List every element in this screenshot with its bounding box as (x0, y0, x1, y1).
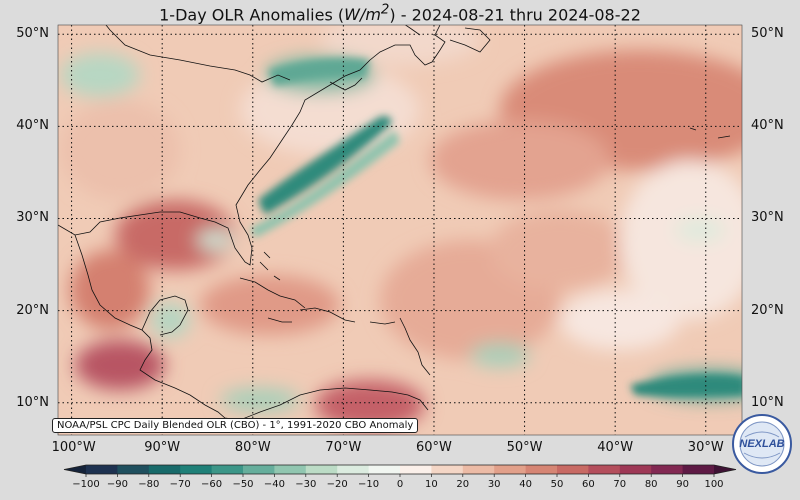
colorbar-swatch (431, 465, 464, 474)
map-frame (57, 24, 743, 436)
colorbar-tick-label: 60 (582, 479, 595, 490)
colorbar-tick-label: 30 (487, 479, 501, 490)
colorbar-tick-label: 0 (396, 479, 404, 490)
svg-text:NEXLAB: NEXLAB (739, 438, 784, 450)
lon-label: 70°W (325, 440, 362, 455)
cool-streak-shading (250, 58, 742, 397)
colorbar-swatch (117, 465, 150, 474)
coastlines (58, 25, 731, 421)
colorbar-swatch (86, 465, 118, 474)
colorbar-tick-label: −10 (358, 479, 380, 490)
colorbar-swatch (525, 465, 558, 474)
graticule (58, 25, 742, 435)
lon-label: 90°W (144, 440, 181, 455)
lon-label: 50°W (506, 440, 543, 455)
lat-label: 50°N (16, 26, 49, 42)
colorbar-swatch (148, 465, 181, 474)
colorbar-extend-high (714, 465, 736, 474)
colorbar-swatch (462, 465, 495, 474)
colorbar-tick-label: −100 (72, 479, 100, 490)
lat-label: 10°N (751, 394, 784, 410)
colorbar-tick-label: −20 (326, 479, 348, 490)
colorbar-tick-label: −30 (295, 479, 317, 490)
colorbar-swatch (368, 465, 401, 474)
colorbar-tick-label: 100 (704, 479, 724, 490)
source-note: NOAA/PSL CPC Daily Blended OLR (CBO) - 1… (52, 418, 419, 433)
map-title: 1-Day OLR Anomalies (W/m2) - 2024-08-21 … (159, 3, 641, 25)
colorbar-swatch (651, 465, 684, 474)
colorbar-swatch (557, 465, 589, 474)
colorbar-swatch (619, 465, 652, 474)
lat-label: 50°N (751, 26, 784, 42)
colorbar-tick-label: −60 (201, 479, 223, 490)
lat-label: 40°N (751, 118, 784, 134)
colorbar-tick-label: −70 (169, 479, 191, 490)
lat-label: 20°N (751, 302, 784, 318)
lat-label: 30°N (751, 210, 784, 226)
colorbar-swatch (588, 465, 621, 474)
anomaly-field (58, 25, 742, 435)
colorbar-tick-label: 10 (425, 479, 438, 490)
colorbar-extend-low (64, 465, 86, 474)
colorbar-tick-label: −90 (106, 479, 128, 490)
colorbar (63, 464, 737, 477)
lon-label: 30°W (687, 440, 724, 455)
colorbar-swatch (274, 465, 307, 474)
colorbar-tick-label: −40 (263, 479, 285, 490)
lat-label: 30°N (16, 210, 49, 226)
colorbar-swatch (180, 465, 213, 474)
colorbar-tick-label: 70 (613, 479, 627, 490)
lat-label: 40°N (16, 118, 49, 134)
colorbar-tick-label: 40 (519, 479, 532, 490)
colorbar-swatch (682, 465, 715, 474)
nexlab-logo: NEXLAB (732, 414, 792, 474)
lat-label: 20°N (16, 302, 49, 318)
lon-label: 60°W (416, 440, 452, 455)
colorbar-swatch (337, 465, 370, 474)
colorbar-swatch (305, 465, 338, 474)
colorbar-tick-label: −80 (138, 479, 160, 490)
colorbar-tick-label: 50 (550, 479, 564, 490)
colorbar-tick-label: −50 (232, 479, 254, 490)
lon-label: 80°W (234, 440, 271, 455)
colorbar-swatch (243, 465, 275, 474)
colorbar-tick-label: 80 (644, 479, 658, 490)
colorbar-swatch (211, 465, 244, 474)
colorbar-swatch (400, 465, 432, 474)
colorbar-tick-label: 90 (676, 479, 689, 490)
colorbar-tick-label: 20 (456, 479, 470, 490)
colorbar-swatch (494, 465, 527, 474)
lat-label: 10°N (16, 394, 49, 410)
lon-label: 100°W (51, 440, 96, 455)
lon-label: 40°W (597, 440, 634, 455)
